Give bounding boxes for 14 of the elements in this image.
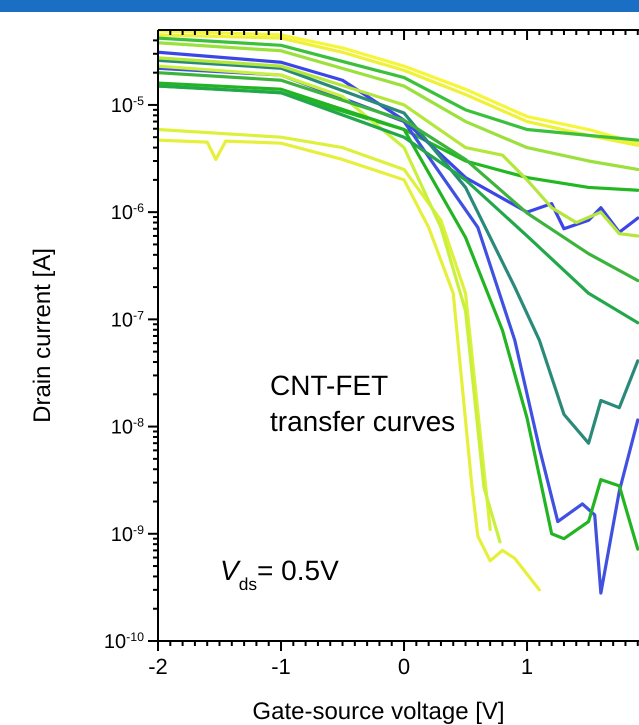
x-tick-label: -1 bbox=[271, 654, 291, 679]
x-axis-title: Gate-source voltage [V] bbox=[252, 698, 505, 725]
x-tick-label: 0 bbox=[398, 654, 410, 679]
y-tick-label: 10$^{-9}$ bbox=[110, 522, 144, 546]
x-tick-label: -2 bbox=[148, 654, 168, 679]
y-tick-label: 10$^{-7}$ bbox=[110, 308, 144, 332]
y-tick-label: 10$^{-5}$ bbox=[110, 94, 144, 117]
y-tick-label: 10$^{-6}$ bbox=[110, 201, 144, 224]
y-axis-title: Drain current [A] bbox=[29, 248, 56, 423]
annotation: V$_{ds}$= 0.5V bbox=[220, 555, 340, 594]
y-tick-label: 10$^{-10}$ bbox=[104, 630, 144, 653]
y-tick-label: 10$^{-8}$ bbox=[110, 416, 144, 439]
annotation: CNT-FET transfer curves bbox=[270, 370, 456, 437]
x-tick-label: 1 bbox=[520, 654, 534, 679]
